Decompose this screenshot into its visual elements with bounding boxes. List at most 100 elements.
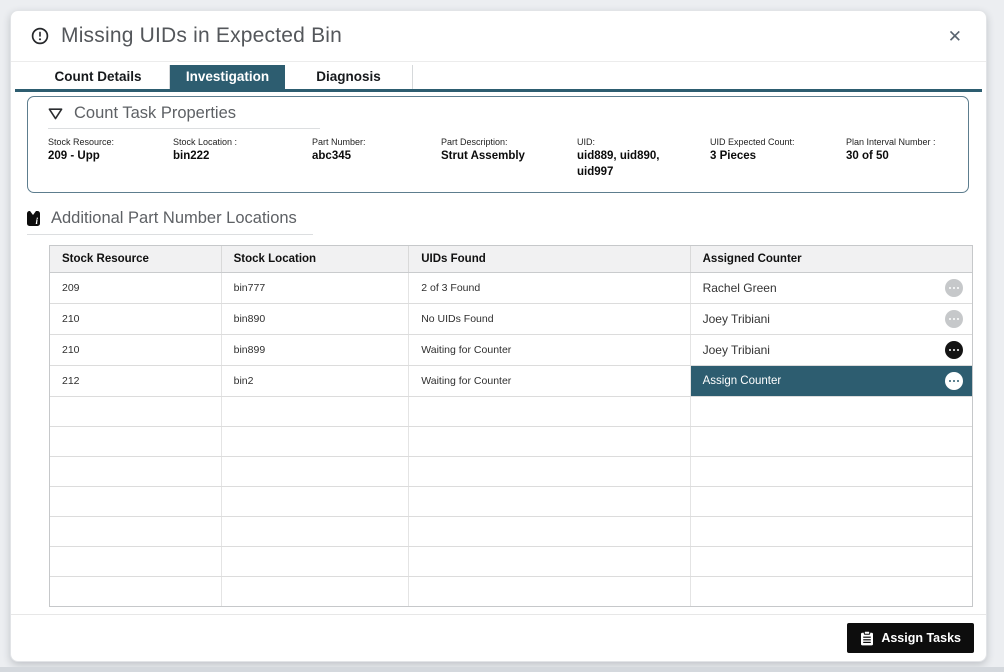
dialog-footer: Assign Tasks bbox=[11, 614, 986, 661]
cell-stock-location: bin899 bbox=[222, 335, 410, 366]
empty-cell bbox=[691, 487, 972, 516]
table-row[interactable]: 210 bin899 Waiting for Counter Joey Tribian… bbox=[50, 335, 972, 367]
count-task-properties-fields: Stock Resource: 209 - Upp Stock Location :… bbox=[48, 137, 968, 180]
property-value: uid889, uid890, uid997 bbox=[577, 150, 660, 178]
empty-cell bbox=[691, 427, 972, 456]
table-row-empty[interactable] bbox=[50, 397, 972, 428]
property-label: UID Expected Count: bbox=[710, 137, 795, 147]
exclamation-circle-icon bbox=[31, 27, 49, 45]
empty-cell bbox=[409, 487, 691, 517]
cell-assigned-counter[interactable]: Rachel Green bbox=[691, 273, 972, 303]
additional-locations-header: Additional Part Number Locations bbox=[27, 209, 313, 236]
table-row-empty[interactable] bbox=[50, 487, 972, 518]
property-label: Stock Resource: bbox=[48, 137, 115, 147]
cell-uids-found: 2 of 3 Found bbox=[409, 273, 691, 304]
close-icon[interactable]: ✕ bbox=[947, 26, 962, 46]
cell-assigned-counter[interactable]: Assign Counter bbox=[690, 366, 972, 397]
cell-stock-location: bin777 bbox=[222, 273, 410, 304]
table-row-empty[interactable] bbox=[50, 427, 972, 458]
assign-tasks-button[interactable]: Assign Tasks bbox=[847, 623, 974, 653]
column-header-stock-location[interactable]: Stock Location bbox=[222, 246, 410, 273]
tab-investigation[interactable]: Investigation bbox=[170, 65, 285, 89]
missing-uids-dialog: Missing UIDs in Expected Bin ✕ Count Det… bbox=[10, 10, 987, 662]
cell-stock-location: bin890 bbox=[222, 304, 410, 335]
dialog-title: Missing UIDs in Expected Bin bbox=[61, 24, 343, 47]
empty-cell bbox=[691, 547, 972, 576]
cell-uids-found: Waiting for Counter bbox=[409, 366, 691, 397]
locations-table: Stock Resource Stock Location UIDs Found As… bbox=[49, 245, 973, 608]
empty-cell bbox=[222, 577, 410, 607]
cell-stock-resource: 212 bbox=[50, 366, 222, 397]
ellipsis-menu-icon[interactable] bbox=[944, 341, 963, 360]
empty-cell bbox=[409, 577, 691, 607]
table-row-empty[interactable] bbox=[50, 457, 972, 488]
cell-stock-resource: 210 bbox=[50, 304, 222, 335]
property-label: Part Description: bbox=[441, 137, 508, 147]
column-header-assigned-counter[interactable]: Assigned Counter bbox=[702, 253, 802, 266]
property-field: Stock Location : bin222 bbox=[173, 137, 312, 180]
property-value: bin222 bbox=[173, 150, 210, 162]
empty-cell bbox=[222, 547, 410, 577]
assigned-counter-name: Assign Counter bbox=[702, 375, 782, 388]
additional-locations-title: Additional Part Number Locations bbox=[51, 209, 297, 228]
count-task-properties-title: Count Task Properties bbox=[74, 104, 237, 122]
empty-cell bbox=[50, 397, 222, 427]
property-value: abc345 bbox=[312, 150, 352, 162]
assigned-counter-name: Joey Tribiani bbox=[702, 343, 770, 358]
cell-uids-found: Waiting for Counter bbox=[409, 335, 691, 366]
empty-cell bbox=[50, 517, 222, 547]
table-row[interactable]: 210 bin890 No UIDs Found Joey Tribiani bbox=[50, 304, 972, 336]
empty-cell bbox=[691, 457, 972, 486]
empty-cell bbox=[409, 517, 691, 547]
column-header-uids-found[interactable]: UIDs Found bbox=[409, 246, 691, 273]
property-field: Stock Resource: 209 - Upp bbox=[48, 137, 173, 180]
empty-cell bbox=[409, 547, 691, 577]
property-field: Part Number: abc345 bbox=[312, 137, 441, 180]
cell-assigned-counter[interactable]: Joey Tribiani bbox=[691, 335, 972, 365]
empty-cell bbox=[222, 397, 410, 427]
property-field: UID Expected Count: 3 Pieces bbox=[710, 137, 846, 180]
empty-cell bbox=[222, 487, 410, 517]
table-row-empty[interactable] bbox=[50, 577, 972, 607]
funnel-icon bbox=[48, 107, 63, 119]
count-task-properties-header[interactable]: Count Task Properties bbox=[48, 104, 320, 129]
locations-table-body: 209 bin777 2 of 3 Found Rachel Green 210 bin8… bbox=[50, 273, 972, 607]
assigned-counter-name: Joey Tribiani bbox=[702, 312, 770, 327]
empty-cell bbox=[50, 547, 222, 577]
table-row-empty[interactable] bbox=[50, 547, 972, 578]
tab-diagnosis[interactable]: Diagnosis bbox=[285, 65, 413, 89]
empty-cell bbox=[50, 487, 222, 517]
tab-count-details[interactable]: Count Details bbox=[27, 65, 170, 89]
property-label: Part Number: bbox=[312, 137, 366, 147]
property-value: 3 Pieces bbox=[710, 150, 757, 162]
ellipsis-menu-icon[interactable] bbox=[944, 279, 963, 298]
empty-cell bbox=[222, 427, 410, 457]
locations-table-header: Stock Resource Stock Location UIDs Found As… bbox=[50, 246, 972, 274]
column-header-stock-resource[interactable]: Stock Resource bbox=[50, 246, 222, 273]
property-field: UID: uid889, uid890, uid997 bbox=[577, 137, 710, 180]
property-value: 209 - Upp bbox=[48, 150, 100, 162]
property-field: Part Description: Strut Assembly bbox=[441, 137, 577, 180]
assign-tasks-label: Assign Tasks bbox=[881, 631, 961, 645]
clipboard-icon bbox=[861, 630, 874, 645]
dialog-titlebar: Missing UIDs in Expected Bin ✕ bbox=[11, 11, 986, 62]
property-label: Stock Location : bbox=[173, 137, 238, 147]
property-label: Plan Interval Number : bbox=[846, 137, 936, 147]
empty-cell bbox=[50, 427, 222, 457]
cell-uids-found: No UIDs Found bbox=[409, 304, 691, 335]
cell-stock-resource: 210 bbox=[50, 335, 222, 366]
part-info-icon bbox=[27, 211, 40, 227]
table-row[interactable]: 212 bin2 Waiting for Counter Assign Counter bbox=[50, 366, 972, 398]
empty-cell bbox=[222, 457, 410, 487]
cell-stock-location: bin2 bbox=[222, 366, 410, 397]
table-row-empty[interactable] bbox=[50, 517, 972, 548]
empty-cell bbox=[50, 577, 222, 607]
ellipsis-menu-icon[interactable] bbox=[944, 372, 963, 391]
ellipsis-menu-icon[interactable] bbox=[944, 310, 963, 329]
empty-cell bbox=[222, 517, 410, 547]
tab-bar: Count Details Investigation Diagnosis bbox=[15, 65, 982, 92]
empty-cell bbox=[50, 457, 222, 487]
cell-assigned-counter[interactable]: Joey Tribiani bbox=[691, 304, 972, 334]
empty-cell bbox=[409, 427, 691, 457]
table-row[interactable]: 209 bin777 2 of 3 Found Rachel Green bbox=[50, 273, 972, 305]
